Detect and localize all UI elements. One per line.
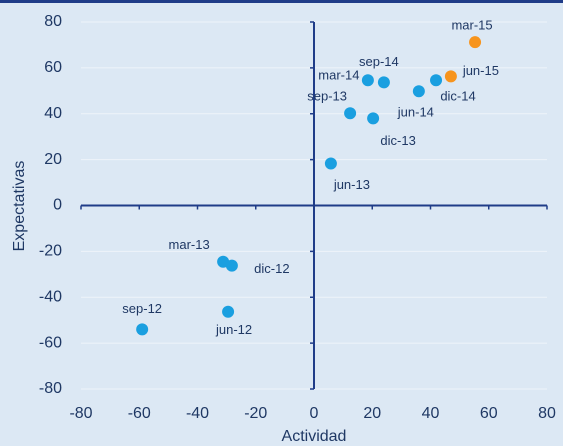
y-tick-label: 0	[53, 197, 62, 214]
point	[377, 76, 390, 89]
y-tick-label: -20	[39, 243, 62, 260]
point	[225, 259, 238, 272]
point	[222, 305, 235, 318]
x-axis-title: Actividad	[282, 428, 347, 445]
point	[469, 36, 482, 49]
point-label: sep-13	[307, 89, 347, 104]
y-tick-label: -40	[39, 288, 62, 305]
x-tick-label: 60	[480, 405, 498, 422]
x-tick-label: -60	[128, 405, 151, 422]
point	[361, 74, 374, 87]
point-label: jun-14	[397, 105, 434, 120]
point-label: sep-12	[122, 301, 162, 316]
x-tick-label: -80	[69, 405, 92, 422]
point	[136, 323, 149, 336]
point	[324, 157, 337, 170]
point-label: jun-15	[462, 63, 499, 78]
point-label: mar-14	[318, 68, 359, 83]
x-tick-label: 80	[538, 405, 556, 422]
x-tick-label: 40	[422, 405, 440, 422]
y-axis-title: Expectativas	[11, 161, 28, 252]
point	[344, 107, 357, 120]
point-label: dic-12	[254, 261, 289, 276]
y-tick-label: -60	[39, 334, 62, 351]
point-label: mar-13	[169, 237, 210, 252]
point	[412, 85, 425, 98]
y-tick-label: -80	[39, 380, 62, 397]
point	[367, 112, 380, 125]
point-label: jun-13	[333, 177, 370, 192]
top-border	[0, 0, 563, 3]
y-tick-label: 40	[44, 105, 62, 122]
point-label: mar-15	[451, 18, 492, 33]
point-label: dic-14	[440, 89, 475, 104]
y-tick-label: 60	[44, 59, 62, 76]
x-tick-label: -20	[244, 405, 267, 422]
point	[444, 70, 457, 83]
point-label: dic-13	[380, 133, 415, 148]
y-tick-label: 80	[44, 13, 62, 30]
point	[430, 74, 443, 87]
y-tick-label: 20	[44, 151, 62, 168]
point-label: jun-12	[215, 322, 252, 337]
x-tick-label: -40	[186, 405, 209, 422]
x-tick-label: 20	[363, 405, 381, 422]
point-label: sep-14	[359, 54, 399, 69]
x-tick-label: 0	[310, 405, 319, 422]
